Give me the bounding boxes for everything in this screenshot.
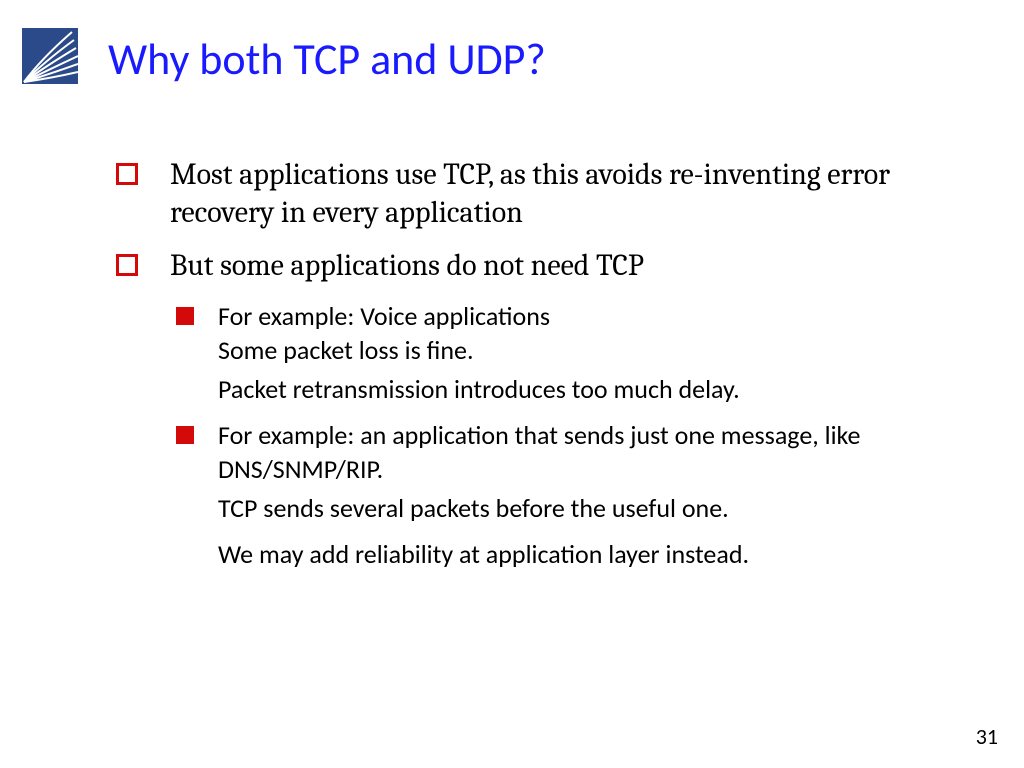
filled-square-icon [176,426,194,444]
bullet-level2-continuation: TCP sends several packets before the use… [116,491,964,525]
bullet-text: TCP sends several packets before the use… [218,492,729,524]
slide-title: Why both TCP and UDP? [108,32,546,86]
bullet-level2: For example: an application that sends j… [116,418,964,487]
bullet-text: We may add reliability at application la… [218,538,749,570]
logo-icon [22,28,78,84]
filled-square-icon [176,307,194,325]
bullet-level2: For example: Voice applications Some pac… [116,299,964,368]
slide-body: Most applications use TCP, as this avoid… [116,156,964,583]
slide: Why both TCP and UDP? Most applications … [0,0,1024,768]
bullet-text: But some applications do not need TCP [170,248,644,283]
bullet-level2-continuation: We may add reliability at application la… [116,537,964,571]
page-number: 31 [976,723,998,750]
bullet-level1: Most applications use TCP, as this avoid… [116,156,964,233]
outline-square-icon [116,163,138,185]
bullet-text: For example: an application that sends j… [218,419,860,485]
bullet-text: Most applications use TCP, as this avoid… [170,157,890,230]
bullet-text: Packet retransmission introduces too muc… [218,373,740,405]
bullet-level2-continuation: Packet retransmission introduces too muc… [116,372,964,406]
outline-square-icon [116,254,138,276]
bullet-level1: But some applications do not need TCP [116,247,964,285]
bullet-text: For example: Voice applications Some pac… [218,300,550,366]
